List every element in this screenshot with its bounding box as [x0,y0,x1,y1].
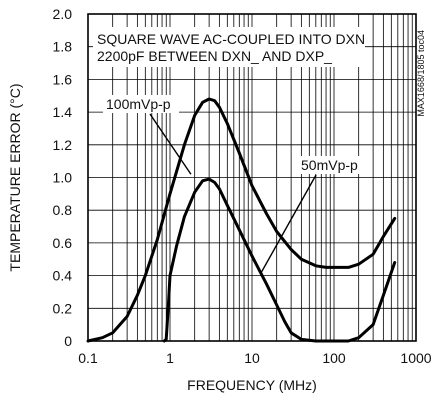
y-tick-labels: 0 0.2 0.4 0.6 0.8 1.0 1.2 1.4 1.6 1.8 2.0 [53,6,73,349]
chart-grid [88,14,416,341]
x-tick-label: 100 [322,350,346,366]
x-tick-label: 0.1 [78,350,98,366]
x-tick-labels: 0.1 1 10 100 1000 [78,350,431,366]
series-line-100mvpp [86,97,397,343]
condition-note-line-2: 2200pF BETWEEN DXN_ AND DXP_ [97,48,332,64]
series-label-50-background [298,156,368,174]
chart-series [86,97,397,343]
series-leader-100mvpp [149,113,192,175]
y-tick-label: 0.8 [53,202,73,218]
series-line-50mvpp [162,177,397,343]
plot-frame [87,13,417,342]
x-axis-title: FREQUENCY (MHz) [187,377,317,393]
series-label-50mvpp: 50mVp-p [301,157,358,173]
y-tick-label: 0.2 [53,300,73,316]
condition-note-background [93,27,365,67]
y-tick-label: 1.0 [53,170,73,186]
series-leader-50mvpp [260,174,317,273]
y-tick-label: 1.8 [53,39,73,55]
y-axis-title: TEMPERATURE ERROR (°C) [7,83,23,271]
y-tick-label: 0 [64,333,72,349]
condition-note-line-1: SQUARE WAVE AC-COUPLED INTO DXN [97,31,365,47]
y-tick-label: 0.6 [53,235,73,251]
x-tick-label: 10 [244,350,260,366]
figure-id-label: MAX1668/1805 toc04 [416,30,426,117]
y-tick-label: 0.4 [53,268,73,284]
x-tick-label: 1 [166,350,174,366]
y-tick-label: 2.0 [53,6,73,22]
series-label-100-background [103,95,179,113]
series-label-100mvpp: 100mVp-p [106,96,171,112]
y-tick-label: 1.4 [53,104,73,120]
x-tick-label: 1000 [400,350,431,366]
y-tick-label: 1.2 [53,137,73,153]
y-tick-label: 1.6 [53,71,73,87]
